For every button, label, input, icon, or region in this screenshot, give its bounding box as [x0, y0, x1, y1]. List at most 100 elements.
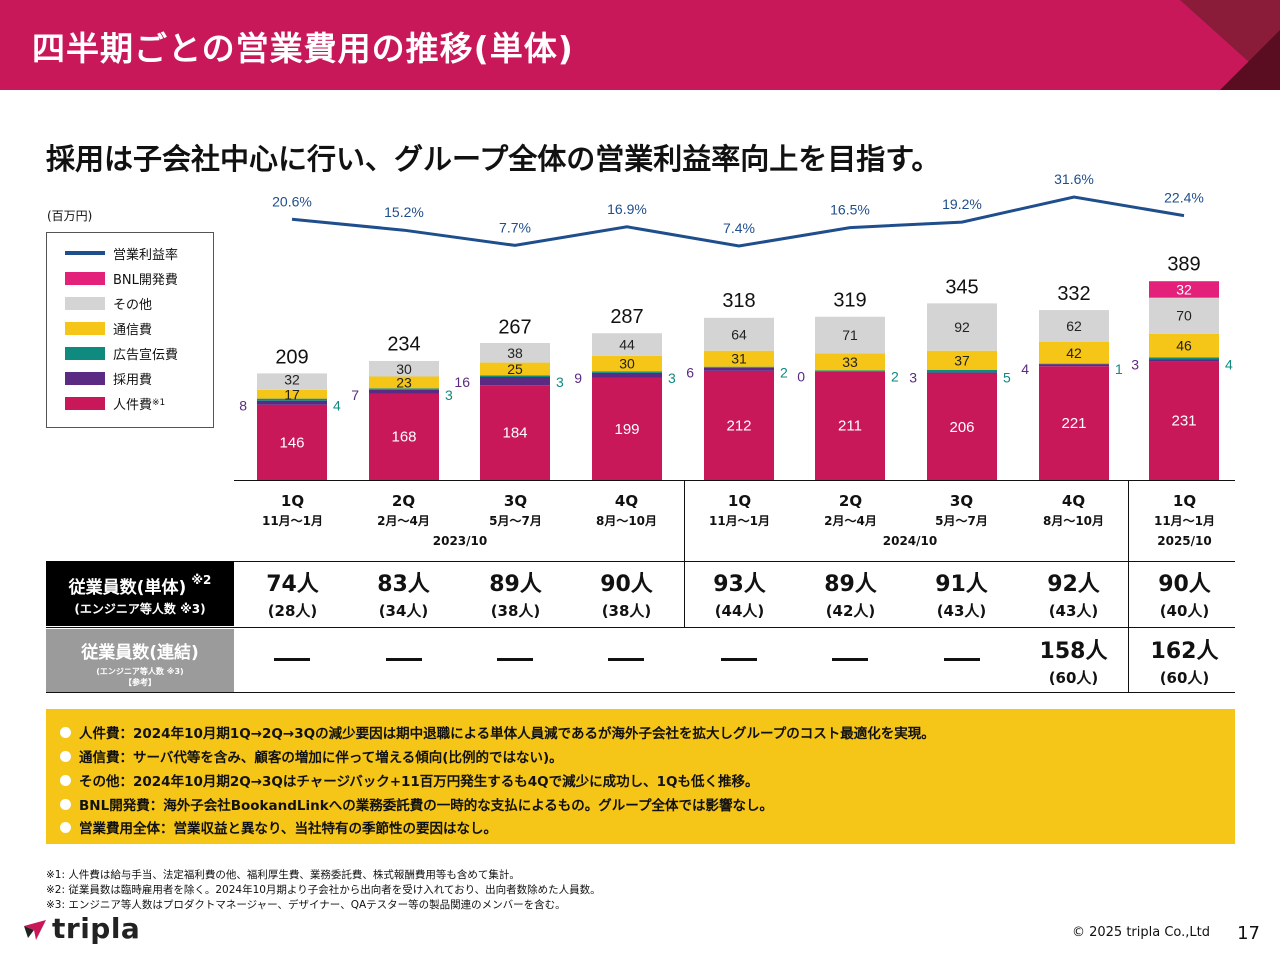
engineer-count: (60人): [1159, 669, 1210, 687]
row-note: ※2: [191, 573, 212, 587]
bar-label-other: 32: [284, 371, 300, 387]
bar-label-advertising: 3: [668, 370, 676, 386]
engineer-count: (38人): [490, 602, 541, 620]
no-data-dash: [721, 658, 757, 661]
bullet-icon: [60, 750, 71, 762]
legend-swatch: [65, 271, 105, 285]
fy-separator: [1128, 561, 1129, 692]
bar-total-label: 234: [387, 333, 420, 355]
bar-segment-4: [704, 317, 774, 351]
consolidated-cell: 158人 (60人): [1018, 633, 1129, 688]
quarter-label: 2Q: [391, 492, 416, 510]
legend-item-bnl: BNL開発費: [65, 270, 178, 288]
quarter-months: 2月～4月: [377, 514, 430, 528]
no-data-dash: [608, 658, 644, 661]
quarter-cell: 4Q 8月～10月: [1018, 492, 1129, 529]
fiscal-year-label: 2023/10: [432, 534, 488, 548]
bar-segment-1: [1039, 364, 1109, 367]
page-title: 四半期ごとの営業費用の推移(単体): [32, 29, 574, 68]
fy-separator: [1128, 481, 1129, 561]
legend-item-advertising: 広告宣伝費: [65, 345, 178, 363]
engineer-count: (60人): [1048, 669, 1099, 687]
engineer-count: (43人): [936, 602, 987, 620]
employee-count: 158人: [1039, 639, 1108, 664]
bar-segment-1: [927, 372, 997, 374]
bar-label-telecom: 46: [1176, 338, 1192, 354]
bullet-icon: [60, 821, 71, 833]
engineer-count: (38人): [601, 602, 652, 620]
bar-segment-0: [927, 373, 997, 480]
legend-note: ※1: [152, 398, 166, 408]
bar-label-other: 30: [396, 361, 412, 377]
bar-segment-3: [257, 389, 327, 399]
bar-total-label: 318: [722, 290, 755, 312]
bar-segment-0: [257, 404, 327, 480]
bar-total-label: 287: [610, 306, 643, 328]
legend-label: その他: [113, 297, 153, 313]
legend-label: 通信費: [113, 322, 153, 338]
bar-segment-0: [480, 385, 550, 480]
margin-label: 19.2%: [942, 196, 982, 212]
bar-total-label: 345: [945, 276, 978, 298]
bar-label-recruiting: 3: [909, 369, 917, 385]
note-item: BNL開発費：海外子会社BookandLinkへの業務委託費の一時的な支払による…: [60, 794, 773, 814]
employee-cell: 91人 (43人): [906, 566, 1017, 621]
bar-segment-3: [369, 376, 439, 389]
bar-segment-3: [1039, 341, 1109, 364]
employee-cell: 93人 (44人): [684, 566, 795, 621]
employee-cell: 90人 (40人): [1129, 566, 1240, 621]
quarter-cell: 2Q 2月～4月: [348, 492, 459, 529]
bar-segment-2: [704, 366, 774, 368]
bar-segment-1: [480, 377, 550, 386]
footnote: ※1: 人件費は給与手当、法定福利費の他、福利厚生費、業務委託費、株式報酬費用等…: [46, 869, 520, 881]
quarter-months: 8月～10月: [595, 514, 658, 528]
quarter-months: 11月～1月: [708, 514, 771, 528]
margin-label: 7.4%: [723, 220, 755, 236]
bar-label-bnl: 32: [1176, 281, 1192, 297]
bar-label-other: 71: [842, 327, 858, 343]
legend-item-personnel: 人件費 ※1: [65, 395, 166, 413]
row-title: 従業員数(単体): [68, 578, 187, 598]
bar-label-advertising: 2: [780, 365, 788, 381]
bar-segment-4: [480, 343, 550, 363]
bar-total-label: 389: [1167, 254, 1200, 276]
row-subtitle: (エンジニア等人数 ※3): [96, 667, 184, 676]
quarter-cell: 1Q 11月～1月: [1129, 492, 1240, 529]
no-data-dash: [944, 658, 980, 661]
bullet-icon: [60, 726, 71, 738]
legend-label: BNL開発費: [113, 272, 178, 288]
bar-label-personnel: 168: [391, 429, 416, 446]
bar-label-telecom: 30: [619, 356, 635, 372]
notes-box: 人件費：2024年10月期1Q→2Q→3Qの減少要因は期中退職による単体人員減で…: [46, 709, 1235, 844]
note-text: 人件費：2024年10月期1Q→2Q→3Qの減少要因は期中退職による単体人員減で…: [79, 726, 935, 742]
bar-segment-3: [815, 353, 885, 371]
quarter-label: 4Q: [1061, 492, 1086, 510]
engineer-count: (42人): [825, 602, 876, 620]
no-data-dash: [832, 658, 868, 661]
row-subtitle: (エンジニア等人数 ※3): [74, 602, 206, 616]
bar-total-label: 319: [833, 290, 866, 312]
quarter-cell: 1Q 11月～1月: [684, 492, 795, 529]
margin-label: 20.6%: [272, 193, 312, 209]
margin-label: 16.5%: [830, 202, 870, 218]
bar-segment-2: [480, 375, 550, 377]
chart-legend: 営業利益率 BNL開発費 その他 通信費 広告宣伝費 採用費 人件費 ※1: [46, 232, 214, 428]
note-text: その他：2024年10月期2Q→3Qはチャージバック+11百万円発生するも4Qで…: [79, 774, 759, 790]
bar-label-telecom: 42: [1066, 345, 1082, 361]
margin-label: 7.7%: [499, 219, 531, 235]
legend-swatch: [65, 346, 105, 360]
legend-swatch: [65, 296, 105, 310]
note-item: 人件費：2024年10月期1Q→2Q→3Qの減少要因は期中退職による単体人員減で…: [60, 722, 935, 742]
employee-count: 92人: [1047, 572, 1100, 597]
bar-segment-4: [1039, 310, 1109, 342]
no-data-dash: [386, 658, 422, 661]
bar-segment-1: [257, 400, 327, 405]
bar-segment-1: [1149, 359, 1219, 362]
quarter-cell: 2Q 2月～4月: [795, 492, 906, 529]
bar-label-telecom: 25: [507, 361, 523, 377]
bullet-icon: [60, 774, 71, 786]
table-line: [46, 692, 1235, 693]
employee-cell: 74人 (28人): [237, 566, 348, 621]
employee-cell: 92人 (43人): [1018, 566, 1129, 621]
